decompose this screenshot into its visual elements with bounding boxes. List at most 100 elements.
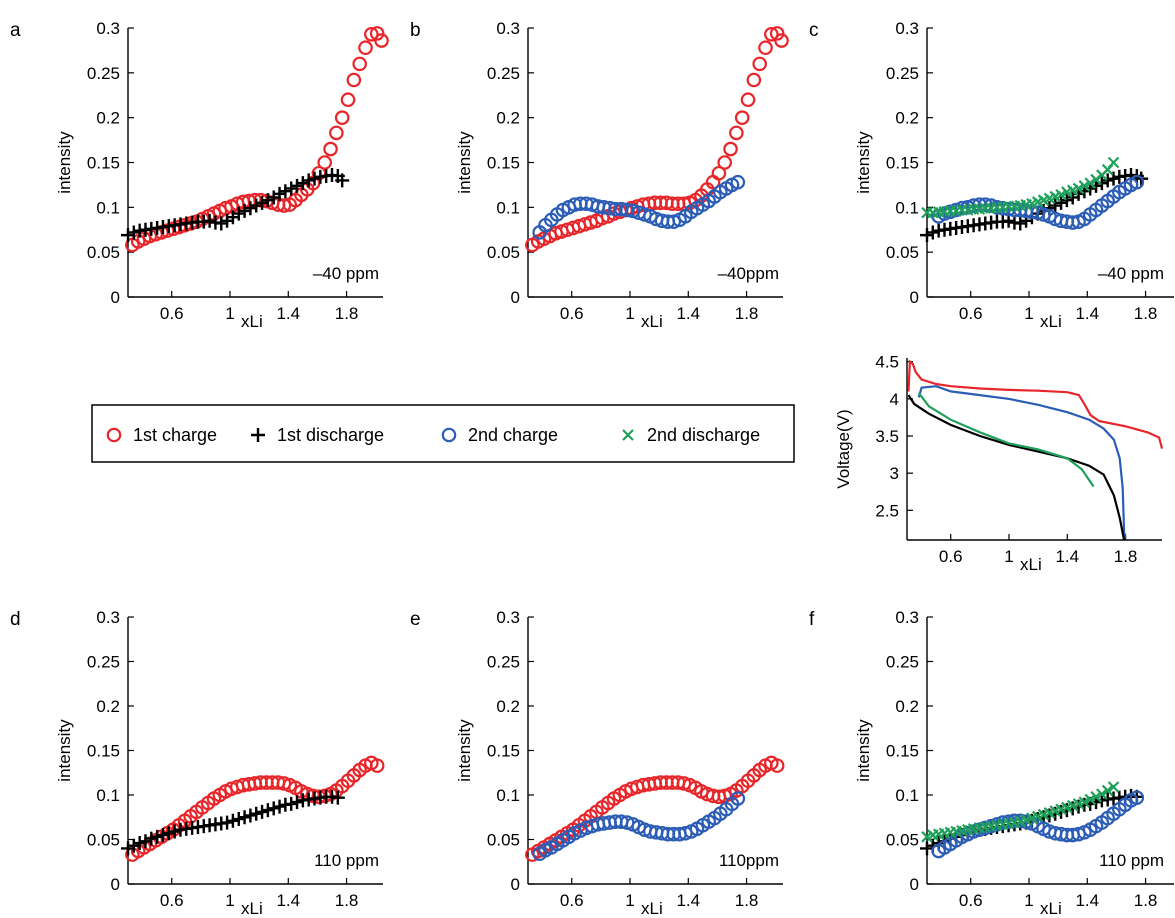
x-tick-label: 0.6 — [939, 547, 963, 566]
data-point — [334, 110, 350, 125]
data-point — [276, 198, 292, 213]
data-point — [1078, 796, 1091, 808]
y-tick-label: 0.15 — [487, 742, 520, 761]
x-tick-label: 1.8 — [335, 891, 359, 910]
data-point — [730, 791, 746, 806]
y-tick-label: 0.05 — [886, 831, 919, 850]
x-axis-label: xLi — [1040, 312, 1062, 331]
x-tick-label: 0.6 — [160, 891, 184, 910]
voltage-curve — [907, 394, 1126, 541]
legend-entry: 2nd discharge — [622, 425, 760, 445]
series-2nd-discharge — [917, 392, 1095, 488]
data-point — [1107, 781, 1120, 793]
data-point — [666, 214, 682, 229]
y-tick-label: 0.25 — [487, 653, 520, 672]
legend-label: 2nd discharge — [647, 425, 760, 445]
y-tick-label: 0.1 — [96, 786, 120, 805]
data-point — [769, 26, 785, 41]
y-tick-label: 0.2 — [496, 109, 520, 128]
y-tick-label: 0.15 — [886, 742, 919, 761]
x-tick-label: 1 — [625, 304, 634, 323]
legend-label: 2nd charge — [468, 425, 558, 445]
y-tick-label: 0.15 — [87, 742, 120, 761]
data-point — [729, 125, 744, 141]
y-tick-label: 3.5 — [875, 427, 899, 446]
legend-marker — [106, 427, 122, 443]
x-axis-label: xLi — [641, 312, 663, 331]
x-tick-label: 1 — [1004, 547, 1013, 566]
y-tick-label: 0.25 — [87, 64, 120, 83]
data-point — [1084, 177, 1096, 189]
y-tick-label: 0.05 — [886, 243, 919, 262]
y-tick-label: 0.1 — [895, 786, 919, 805]
x-axis-label: xLi — [1040, 899, 1062, 918]
data-point — [340, 92, 356, 108]
data-point — [346, 72, 362, 88]
x-tick-label: 0.6 — [959, 891, 983, 910]
ppm-annotation: 110 ppm — [1099, 851, 1164, 870]
data-point — [369, 26, 385, 41]
y-tick-label: 0.25 — [886, 64, 919, 83]
x-tick-label: 1.4 — [676, 304, 700, 323]
data-point — [330, 790, 345, 805]
series-2nd-charge — [532, 174, 746, 240]
y-tick-label: 0.2 — [895, 109, 919, 128]
y-tick-label: 0.3 — [496, 608, 520, 627]
x-tick-label: 1 — [1024, 891, 1033, 910]
legend-label: 1st charge — [133, 425, 217, 445]
panel-letter: d — [10, 609, 21, 630]
series-2nd-charge — [931, 790, 1145, 859]
x-tick-label: 1.4 — [676, 891, 700, 910]
panel-d: 0 0.05 0.1 0.15 0.2 0.25 0.3 0.6 1 1.4 1.8 xLi inten… — [10, 608, 385, 918]
data-point — [1107, 156, 1120, 169]
x-axis-label: xLi — [1020, 555, 1042, 574]
panel-b: 0 0.05 0.1 0.15 0.2 0.25 0.3 0.6 1 1.4 1.8 xLi inten… — [410, 19, 789, 331]
y-tick-label: 0.15 — [487, 154, 520, 173]
data-point — [717, 155, 733, 170]
y-tick-label: 0.3 — [895, 608, 919, 627]
series-2nd-discharge — [921, 781, 1120, 843]
legend: 1st charge 1st discharge 2nd charge 2nd dis… — [91, 404, 795, 463]
x-tick-label: 1 — [1024, 304, 1033, 323]
y-tick-label: 0.3 — [96, 19, 120, 38]
y-axis-label: intensity — [455, 719, 474, 782]
x-axis-label: xLi — [241, 312, 263, 331]
data-point — [764, 26, 779, 42]
y-tick-label: 0.05 — [487, 831, 520, 850]
y-tick-label: 0.25 — [886, 653, 919, 672]
data-point — [1090, 791, 1102, 803]
voltage-curve — [917, 392, 1095, 488]
y-tick-label: 4.5 — [875, 353, 899, 372]
voltage-curve — [917, 385, 1127, 539]
data-point — [335, 173, 350, 188]
panel-letter: c — [809, 20, 819, 41]
series-1st-charge — [907, 359, 1164, 449]
panel-f: 0 0.05 0.1 0.15 0.2 0.25 0.3 0.6 1 1.4 1.8 xLi inten… — [809, 608, 1174, 918]
data-point — [358, 40, 373, 56]
y-tick-label: 0 — [111, 288, 120, 307]
data-point — [1078, 180, 1091, 192]
data-point — [1129, 790, 1145, 805]
legend-entry: 1st charge — [106, 425, 217, 445]
data-point — [769, 758, 785, 773]
data-point — [711, 165, 727, 181]
y-axis-label: intensity — [854, 131, 873, 194]
series-1st-discharge — [907, 394, 1126, 541]
series-1st-charge — [125, 755, 385, 862]
x-axis-label: xLi — [241, 899, 263, 918]
ppm-annotation: –40 ppm — [1098, 264, 1164, 283]
data-point — [758, 40, 773, 56]
x-tick-label: 1.8 — [735, 304, 759, 323]
y-tick-label: 0.1 — [895, 198, 919, 217]
voltage-curve — [907, 359, 1164, 449]
data-point — [329, 125, 344, 141]
x-tick-label: 0.6 — [560, 891, 584, 910]
data-point — [774, 33, 789, 48]
legend-marker — [441, 427, 457, 443]
y-tick-label: 0 — [511, 875, 520, 894]
panel-e: 0 0.05 0.1 0.15 0.2 0.25 0.3 0.6 1 1.4 1.8 xLi inten… — [410, 608, 785, 918]
series-1st-discharge — [121, 168, 350, 243]
x-tick-label: 1 — [625, 891, 634, 910]
series-1st-charge — [125, 26, 389, 253]
